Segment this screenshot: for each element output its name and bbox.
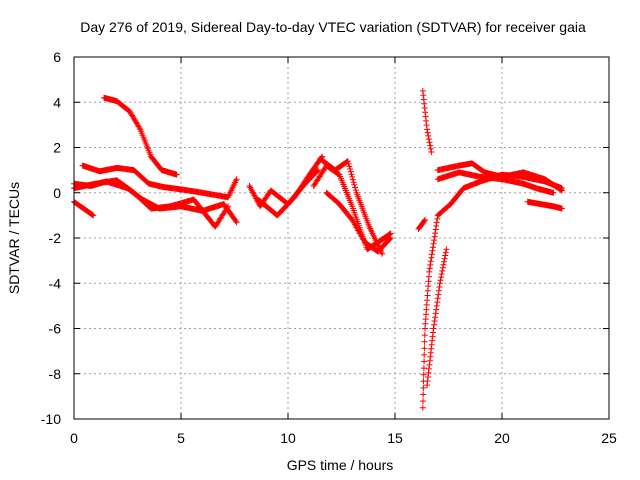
y-tick-label: 2 bbox=[53, 140, 61, 156]
marker-path-arc-n bbox=[415, 216, 428, 232]
marker-path-arc-q bbox=[524, 198, 565, 212]
series-arc-p bbox=[434, 169, 557, 196]
series-arc-q bbox=[524, 198, 565, 212]
marker-path-arc-k bbox=[419, 87, 435, 155]
y-tick-label: 6 bbox=[53, 49, 61, 65]
marker-path-arc-i bbox=[323, 189, 394, 255]
data-markers bbox=[71, 87, 565, 411]
marker-path-arc-j bbox=[317, 155, 386, 257]
y-tick-label: 0 bbox=[53, 185, 61, 201]
marker-path-arc-a bbox=[101, 94, 180, 178]
chart-title: Day 276 of 2019, Sidereal Day-to-day VTE… bbox=[80, 19, 586, 35]
marker-path-arc-o bbox=[434, 160, 565, 194]
y-tick-label: -6 bbox=[49, 321, 62, 337]
series-arc-b bbox=[79, 162, 240, 201]
x-tick-label: 20 bbox=[494, 430, 510, 446]
series-arc-d bbox=[71, 198, 97, 219]
y-tick-label: 4 bbox=[53, 94, 61, 110]
grid-lines bbox=[74, 57, 609, 419]
y-tick-label: -8 bbox=[49, 366, 62, 382]
series-arc-n bbox=[415, 216, 428, 232]
marker-path-arc-g bbox=[255, 153, 326, 219]
series-arc-j bbox=[317, 155, 386, 257]
x-tick-label: 0 bbox=[70, 430, 78, 446]
y-tick-label: -2 bbox=[49, 230, 62, 246]
series-arc-g bbox=[255, 153, 326, 219]
y-tick-label: -10 bbox=[41, 411, 61, 427]
marker-path-arc-m bbox=[424, 246, 450, 389]
series-arc-m bbox=[424, 246, 450, 389]
y-axis-label: SDTVAR / TECUs bbox=[6, 182, 22, 294]
series-arc-i bbox=[323, 189, 394, 255]
x-tick-label: 25 bbox=[601, 430, 617, 446]
x-tick-label: 10 bbox=[280, 430, 296, 446]
x-axis-label: GPS time / hours bbox=[287, 457, 394, 473]
marker-path-arc-b bbox=[79, 162, 240, 201]
x-tick-label: 5 bbox=[177, 430, 185, 446]
series-arc-o bbox=[434, 160, 565, 194]
series-arc-k bbox=[419, 87, 435, 155]
y-tick-label: -4 bbox=[49, 275, 62, 291]
x-tick-label: 15 bbox=[387, 430, 403, 446]
x-axis-ticks: 0 5 10 15 20 25 bbox=[70, 57, 617, 446]
series-arc-a bbox=[101, 94, 180, 178]
marker-path-arc-p bbox=[434, 169, 557, 196]
marker-path-arc-d bbox=[71, 198, 97, 219]
y-axis-ticks: -10 -8 -6 -4 -2 0 2 4 6 bbox=[41, 49, 609, 427]
